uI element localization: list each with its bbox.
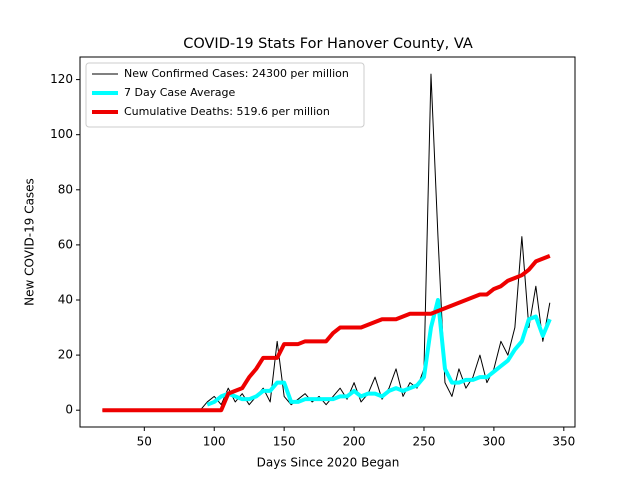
- x-tick-label: 150: [273, 435, 296, 449]
- x-axis-label: Days Since 2020 Began: [257, 456, 400, 470]
- series-line: [102, 254, 551, 413]
- chart-title: COVID-19 Stats For Hanover County, VA: [183, 36, 473, 52]
- x-tick-label: 250: [413, 435, 436, 449]
- legend-box: [85, 62, 365, 128]
- legend: New Confirmed Cases: 24300 per million 7 …: [85, 62, 365, 128]
- legend-label: Cumulative Deaths: 519.6 per million: [124, 105, 330, 118]
- plot-frame: [79, 56, 576, 428]
- x-tick-label: 200: [343, 435, 366, 449]
- y-axis-label: New COVID-19 Cases: [23, 178, 37, 306]
- y-tick-label: 80: [58, 182, 73, 196]
- series-line: [206, 297, 552, 407]
- y-tick-label: 20: [58, 348, 73, 362]
- legend-label: 7 Day Case Average: [124, 86, 236, 99]
- y-tick-label: 120: [50, 72, 73, 86]
- y-tick-label: 100: [50, 127, 73, 141]
- y-tick-label: 40: [58, 292, 73, 306]
- y-tick-label: 0: [65, 403, 73, 417]
- x-tick-label: 300: [482, 435, 505, 449]
- x-tick-label: 100: [203, 435, 226, 449]
- legend-label: New Confirmed Cases: 24300 per million: [124, 67, 349, 80]
- x-tick-label: 350: [552, 435, 575, 449]
- x-tick-label: 50: [137, 435, 152, 449]
- y-tick-label: 60: [58, 237, 73, 251]
